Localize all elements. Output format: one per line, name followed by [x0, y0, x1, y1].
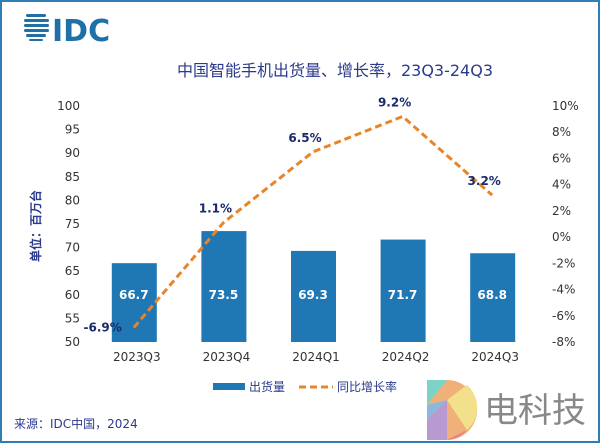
y-tick-label: 85 [65, 170, 80, 184]
x-tick-label: 2024Q3 [471, 350, 519, 364]
globe-icon [24, 14, 49, 41]
y2-tick-label: 4% [552, 178, 571, 192]
legend-swatch-bar [213, 383, 245, 390]
watermark-text: 电科技 [484, 391, 586, 431]
watermark: 电科技 [427, 380, 586, 440]
bar-data-label: 68.8 [477, 288, 507, 302]
bar-data-label: 73.5 [209, 288, 239, 302]
y-axis-label: 单位：百万台 [28, 190, 43, 262]
y2-tick-label: -2% [552, 256, 575, 270]
line-data-label: -6.9% [84, 321, 122, 335]
y-tick-label: 60 [65, 288, 80, 302]
y2-tick-label: 0% [552, 230, 571, 244]
x-tick-label: 2023Q3 [113, 350, 161, 364]
line-data-label: 6.5% [288, 131, 321, 145]
bar-data-label: 66.7 [119, 288, 149, 302]
y2-tick-label: -8% [552, 335, 575, 349]
y2-tick-label: 6% [552, 151, 571, 165]
y2-tick-label: -4% [552, 283, 575, 297]
logo-text: IDC [52, 14, 110, 49]
x-tick-label: 2024Q2 [382, 350, 430, 364]
watermark-logo-icon [427, 380, 478, 440]
y2-tick-label: 8% [552, 125, 571, 139]
bar [380, 239, 426, 342]
y-tick-label: 70 [65, 241, 80, 255]
chart-title: 中国智能手机出货量、增长率，23Q3-24Q3 [177, 61, 493, 80]
y2-tick-label: -6% [552, 309, 575, 323]
legend-label-bar: 出货量 [249, 379, 285, 394]
y-tick-label: 55 [65, 311, 80, 325]
legend: 出货量 同比增长率 [213, 379, 397, 394]
y-tick-label: 75 [65, 217, 80, 231]
idc-logo: IDC [24, 14, 110, 49]
y2-tick-label: 10% [552, 99, 579, 113]
legend-label-line: 同比增长率 [337, 379, 397, 394]
y-tick-label: 95 [65, 123, 80, 137]
y-tick-label: 50 [65, 335, 80, 349]
bar [470, 253, 516, 342]
x-tick-label: 2023Q4 [203, 350, 251, 364]
bar [111, 263, 157, 342]
line-data-label: 9.2% [378, 95, 411, 109]
x-tick-label: 2024Q1 [292, 350, 340, 364]
line-data-label: 1.1% [199, 202, 232, 216]
line-data-label: 3.2% [468, 174, 501, 188]
y-tick-label: 90 [65, 146, 80, 160]
bar-data-label: 69.3 [298, 288, 328, 302]
bar-data-label: 71.7 [388, 288, 418, 302]
source-note: 来源：IDC中国，2024 [14, 416, 138, 431]
bar [291, 250, 336, 342]
y-tick-label: 100 [57, 99, 80, 113]
growth-line [132, 114, 494, 329]
y-tick-label: 65 [65, 264, 80, 278]
y-tick-label: 80 [65, 193, 80, 207]
bar [201, 231, 247, 342]
y2-tick-label: 2% [552, 204, 571, 218]
